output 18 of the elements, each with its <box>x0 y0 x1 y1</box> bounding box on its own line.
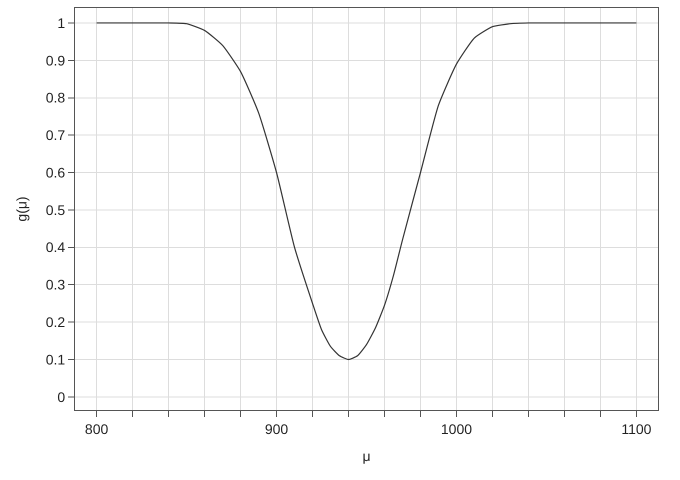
y-axis-title: g(μ) <box>13 196 30 222</box>
y-tick-label: 0.2 <box>46 314 66 330</box>
y-tick-label: 0.3 <box>46 276 66 293</box>
x-tick-label: 900 <box>264 420 288 437</box>
x-tick-label: 1000 <box>440 420 472 437</box>
y-tick-label: 0.9 <box>46 52 66 68</box>
y-tick-label: 0.4 <box>46 239 66 256</box>
x-tick-label: 800 <box>84 420 108 437</box>
y-tick-label: 0.8 <box>46 90 66 106</box>
y-tick-label: 0.7 <box>46 127 66 144</box>
y-tick-label: 0.6 <box>46 164 66 180</box>
y-tick-label: 0.5 <box>46 202 66 218</box>
y-tick-label: 0.1 <box>46 351 66 368</box>
y-tick-label: 0 <box>57 388 66 405</box>
line-series <box>96 22 638 360</box>
y-tick-label: 1 <box>57 14 66 31</box>
x-axis-title: μ <box>362 448 371 464</box>
x-tick-label: 1100 <box>621 420 652 437</box>
